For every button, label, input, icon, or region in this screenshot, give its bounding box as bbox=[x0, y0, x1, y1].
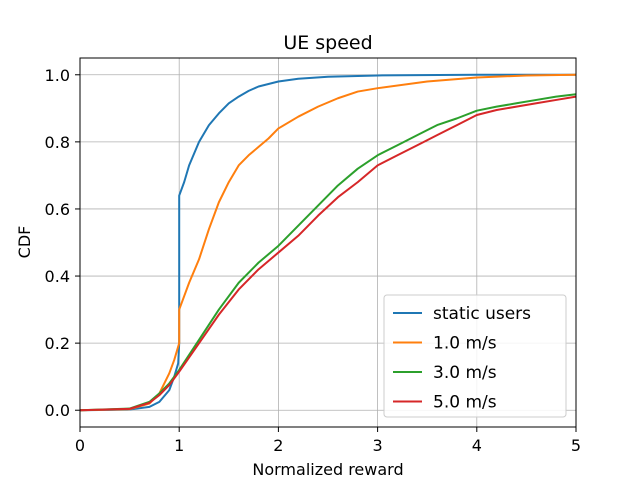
x-axis-label: Normalized reward bbox=[252, 460, 403, 479]
plot-frame bbox=[79, 57, 577, 428]
x-tick-label: 1 bbox=[174, 436, 184, 455]
legend-label: static users bbox=[433, 304, 531, 324]
y-tick-label: 1.0 bbox=[45, 66, 70, 85]
x-tick-label: 5 bbox=[571, 436, 581, 455]
axis-ticks: 0 1 2 3 4 5 0.0 0.2 0.4 0.6 0.8 1.0 bbox=[45, 66, 582, 455]
x-tick-label: 0 bbox=[75, 436, 85, 455]
legend-label: 3.0 m/s bbox=[433, 363, 497, 383]
legend-label: 1.0 m/s bbox=[433, 334, 497, 354]
legend-box bbox=[383, 294, 567, 418]
y-tick-label: 0.2 bbox=[45, 334, 70, 353]
series-line-1 bbox=[79, 73, 576, 412]
y-tick-label: 0.4 bbox=[45, 267, 70, 286]
y-axis-label: CDF bbox=[15, 226, 34, 259]
x-tick-label: 3 bbox=[373, 436, 383, 455]
x-tick-label: 4 bbox=[472, 436, 482, 455]
series-line-2 bbox=[79, 73, 577, 412]
chart-title: UE speed bbox=[283, 32, 372, 54]
series-layer bbox=[79, 73, 577, 412]
legend-label: 5.0 m/s bbox=[433, 393, 497, 413]
y-tick-label: 0.6 bbox=[45, 200, 70, 219]
y-tick-label: 0.8 bbox=[45, 133, 70, 152]
legend: static users 1.0 m/s 3.0 m/s 5.0 m/s bbox=[383, 294, 567, 418]
x-tick-label: 2 bbox=[273, 436, 283, 455]
series-line-4 bbox=[79, 95, 577, 412]
y-tick-label: 0.0 bbox=[45, 401, 70, 420]
